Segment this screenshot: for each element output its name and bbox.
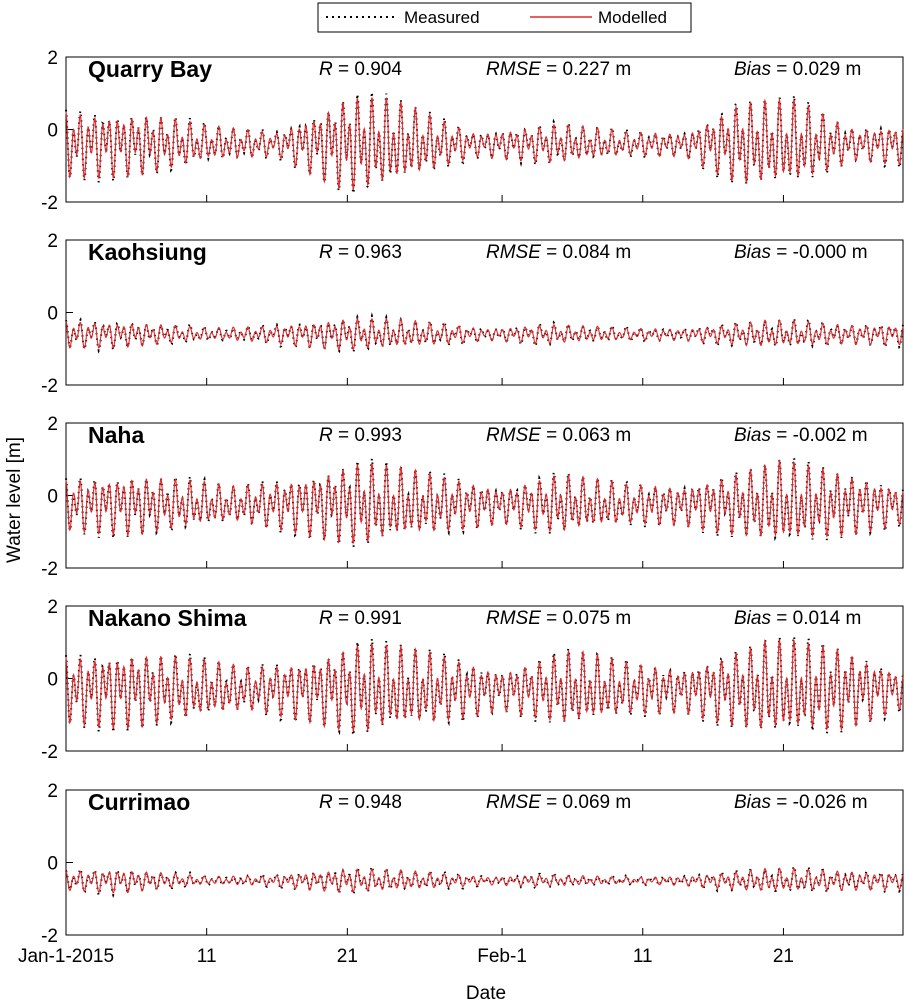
stat-bias-value: = 0.014 m [771, 608, 861, 629]
station-name: Kaohsiung [88, 239, 207, 265]
x-tick-label: 21 [773, 946, 794, 967]
stat-bias: Bias = 0.029 m [734, 59, 861, 80]
panel-1: -2 0 2 Kaohsiung R = 0.963 RMSE = 0.084 m Bias… [41, 231, 904, 397]
modelled-series-line [65, 459, 904, 545]
modelled-series-line [65, 867, 904, 894]
stat-r-name: R [319, 608, 333, 629]
panel-2: -2 0 2 Naha R = 0.993 RMSE = 0.063 m Bias = -0… [41, 414, 904, 580]
panels: -2 0 2 Quarry Bay R = 0.904 RMSE = 0.227 m Bia… [18, 48, 904, 967]
stat-bias: Bias = 0.014 m [734, 608, 861, 629]
stat-rmse-name: RMSE [486, 59, 541, 80]
stat-r-value: = 0.948 [333, 792, 402, 813]
stat-rmse: RMSE = 0.063 m [486, 425, 631, 446]
stat-bias-value: = -0.002 m [771, 425, 868, 446]
stat-bias-value: = -0.000 m [771, 242, 868, 263]
x-tick-label: 21 [337, 946, 358, 967]
y-tick-label: -2 [41, 742, 58, 763]
stat-rmse-name: RMSE [486, 792, 541, 813]
y-tick-label: 2 [47, 48, 58, 69]
stat-bias-name: Bias [734, 792, 771, 813]
x-tick-label: Jan-1-2015 [18, 946, 114, 967]
stat-rmse-value: = 0.075 m [541, 608, 631, 629]
stat-r-name: R [319, 425, 333, 446]
stat-bias: Bias = -0.000 m [734, 242, 868, 263]
stat-bias: Bias = -0.026 m [734, 792, 868, 813]
stat-rmse-value: = 0.063 m [541, 425, 631, 446]
y-tick-label: 0 [47, 854, 58, 875]
y-axis-title: Water level [m] [4, 437, 25, 563]
stat-rmse-name: RMSE [486, 425, 541, 446]
station-name: Nakano Shima [88, 605, 247, 631]
x-axis-title: Date [466, 983, 506, 1003]
y-tick-label: 2 [47, 414, 58, 435]
stat-r: R = 0.991 [319, 608, 402, 629]
y-tick-label: 0 [47, 304, 58, 325]
stat-rmse-value: = 0.084 m [541, 242, 631, 263]
stat-bias-value: = -0.026 m [771, 792, 868, 813]
panel-3: -2 0 2 Nakano Shima R = 0.991 RMSE = 0.075 m B… [41, 597, 904, 763]
y-tick-label: -2 [41, 376, 58, 397]
y-tick-label: 2 [47, 231, 58, 252]
x-tick-label: 11 [197, 946, 217, 967]
stat-rmse-name: RMSE [486, 608, 541, 629]
x-tick-label: 11 [633, 946, 653, 967]
y-tick-label: 2 [47, 781, 58, 802]
stat-rmse: RMSE = 0.084 m [486, 242, 631, 263]
station-name: Quarry Bay [88, 56, 212, 82]
stat-r: R = 0.963 [319, 242, 402, 263]
x-axis-labels: Jan-1-2015 11 21 Feb-1 11 21 [18, 946, 794, 967]
stat-r-value: = 0.991 [333, 608, 402, 629]
stat-bias-value: = 0.029 m [771, 59, 861, 80]
legend: Measured Modelled [317, 2, 692, 33]
modelled-series-line [65, 97, 904, 190]
y-tick-label: -2 [41, 193, 58, 214]
y-tick-label: 0 [47, 487, 58, 508]
stat-bias-name: Bias [734, 425, 771, 446]
x-tick-label: Feb-1 [477, 946, 527, 967]
stat-bias-name: Bias [734, 608, 771, 629]
stat-r-name: R [319, 59, 333, 80]
stat-bias-name: Bias [734, 59, 771, 80]
stat-rmse-value: = 0.227 m [541, 59, 631, 80]
modelled-series-line [65, 638, 904, 732]
stat-r: R = 0.904 [319, 59, 402, 80]
stat-r-value: = 0.904 [333, 59, 403, 80]
modelled-series-line [65, 317, 904, 351]
stat-r: R = 0.993 [319, 425, 402, 446]
panel-0: -2 0 2 Quarry Bay R = 0.904 RMSE = 0.227 m Bia… [41, 48, 904, 214]
stat-rmse-name: RMSE [486, 242, 541, 263]
stat-rmse: RMSE = 0.069 m [486, 792, 631, 813]
stat-r-value: = 0.963 [333, 242, 402, 263]
y-tick-label: 0 [47, 670, 58, 691]
stat-bias-name: Bias [734, 242, 771, 263]
y-tick-label: -2 [41, 559, 58, 580]
stat-rmse: RMSE = 0.075 m [486, 608, 631, 629]
legend-measured-label: Measured [404, 8, 480, 27]
stat-r-name: R [319, 792, 333, 813]
panel-4: -2 0 2 Currimao R = 0.948 RMSE = 0.069 m Bias … [41, 781, 904, 947]
stat-rmse: RMSE = 0.227 m [486, 59, 631, 80]
stat-r-name: R [319, 242, 333, 263]
stat-r-value: = 0.993 [333, 425, 402, 446]
stat-r: R = 0.948 [319, 792, 402, 813]
stat-bias: Bias = -0.002 m [734, 425, 868, 446]
station-name: Currimao [88, 789, 190, 815]
stat-rmse-value: = 0.069 m [541, 792, 631, 813]
y-tick-label: -2 [41, 926, 58, 947]
y-tick-label: 2 [47, 597, 58, 618]
station-name: Naha [88, 422, 144, 448]
legend-modelled-label: Modelled [598, 8, 667, 27]
y-tick-label: 0 [47, 121, 58, 142]
